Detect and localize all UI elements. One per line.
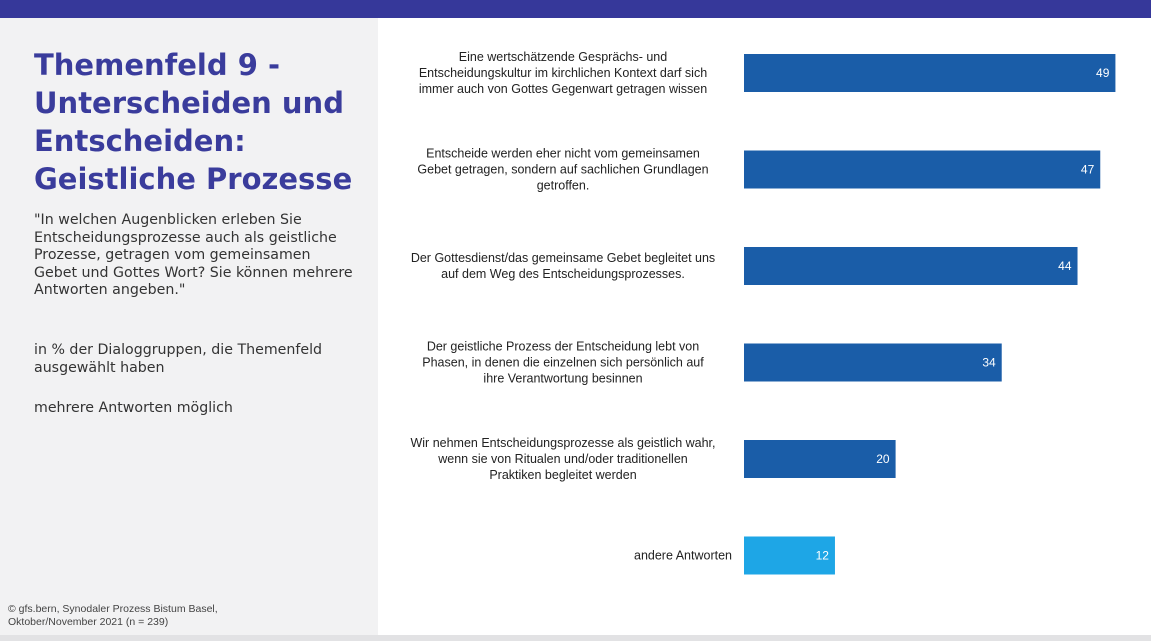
category-label-line: Wir nehmen Entscheidungsprozesse als gei…: [410, 436, 715, 450]
category-label-line: getroffen.: [537, 179, 590, 193]
category-label: andere Antworten: [634, 549, 732, 563]
category-label-line: Der geistliche Prozess der Entscheidung …: [427, 340, 699, 354]
bar: [744, 247, 1078, 285]
source-note: © gfs.bern, Synodaler Prozess Bistum Bas…: [8, 603, 218, 628]
bar-value-label: 47: [1081, 163, 1095, 177]
category-label: Eine wertschätzende Gesprächs- und Entsch…: [419, 50, 707, 96]
category-label-line: Der Gottesdienst/das gemeinsame Gebet be…: [411, 251, 715, 265]
category-label-line: ihre Verantwortung besinnen: [483, 372, 642, 386]
bar-value-label: 49: [1096, 66, 1110, 80]
bar: [744, 536, 835, 575]
category-label-line: auf dem Weg des Entscheidungsprozesses.: [441, 267, 685, 281]
bar-value-label: 12: [816, 549, 830, 563]
bar: [744, 440, 896, 478]
category-label-line: Entscheidungskultur im kirchlichen Konte…: [419, 66, 707, 80]
category-label-line: andere Antworten: [634, 549, 732, 563]
page-title: Themenfeld 9 - Unterscheiden und Entsche…: [34, 48, 353, 196]
basis-note: in % der Dialoggruppen, die Themenfeld a…: [34, 342, 323, 376]
bar-value-label: 34: [982, 356, 996, 370]
category-label-line: Phasen, in denen die einzelnen sich pers…: [422, 356, 704, 370]
bar: [744, 150, 1101, 189]
category-label: Der geistliche Prozess der Entscheidung …: [422, 340, 704, 386]
category-label-line: Entscheide werden eher nicht vom gemeins…: [426, 147, 700, 161]
bar: [744, 343, 1002, 382]
bottom-divider: [0, 635, 1151, 641]
bar-chart: 49 Eine wertschätzende Gesprächs- und Ents…: [410, 50, 1116, 575]
survey-question: "In welchen Augenblicken erleben Sie Ent…: [34, 212, 353, 298]
bar-value-label: 20: [876, 452, 890, 466]
category-label-line: Eine wertschätzende Gesprächs- und: [459, 50, 667, 64]
category-label-line: immer auch von Gottes Gegenwart getragen…: [419, 82, 707, 96]
category-label: Der Gottesdienst/das gemeinsame Gebet be…: [411, 251, 715, 281]
category-label: Wir nehmen Entscheidungsprozesse als gei…: [410, 436, 715, 482]
bar-value-label: 44: [1058, 259, 1072, 273]
left-panel: [0, 18, 378, 635]
multiple-answers-note: mehrere Antworten möglich: [34, 400, 233, 416]
category-label-line: wenn sie von Ritualen und/oder tradition…: [437, 452, 688, 466]
header-bar: [0, 0, 1151, 18]
category-label-line: Gebet getragen, sondern auf sachlichen G…: [417, 163, 708, 177]
category-label-line: Praktiken begleitet werden: [489, 468, 636, 482]
category-label: Entscheide werden eher nicht vom gemeins…: [417, 147, 708, 193]
bar: [744, 54, 1116, 92]
